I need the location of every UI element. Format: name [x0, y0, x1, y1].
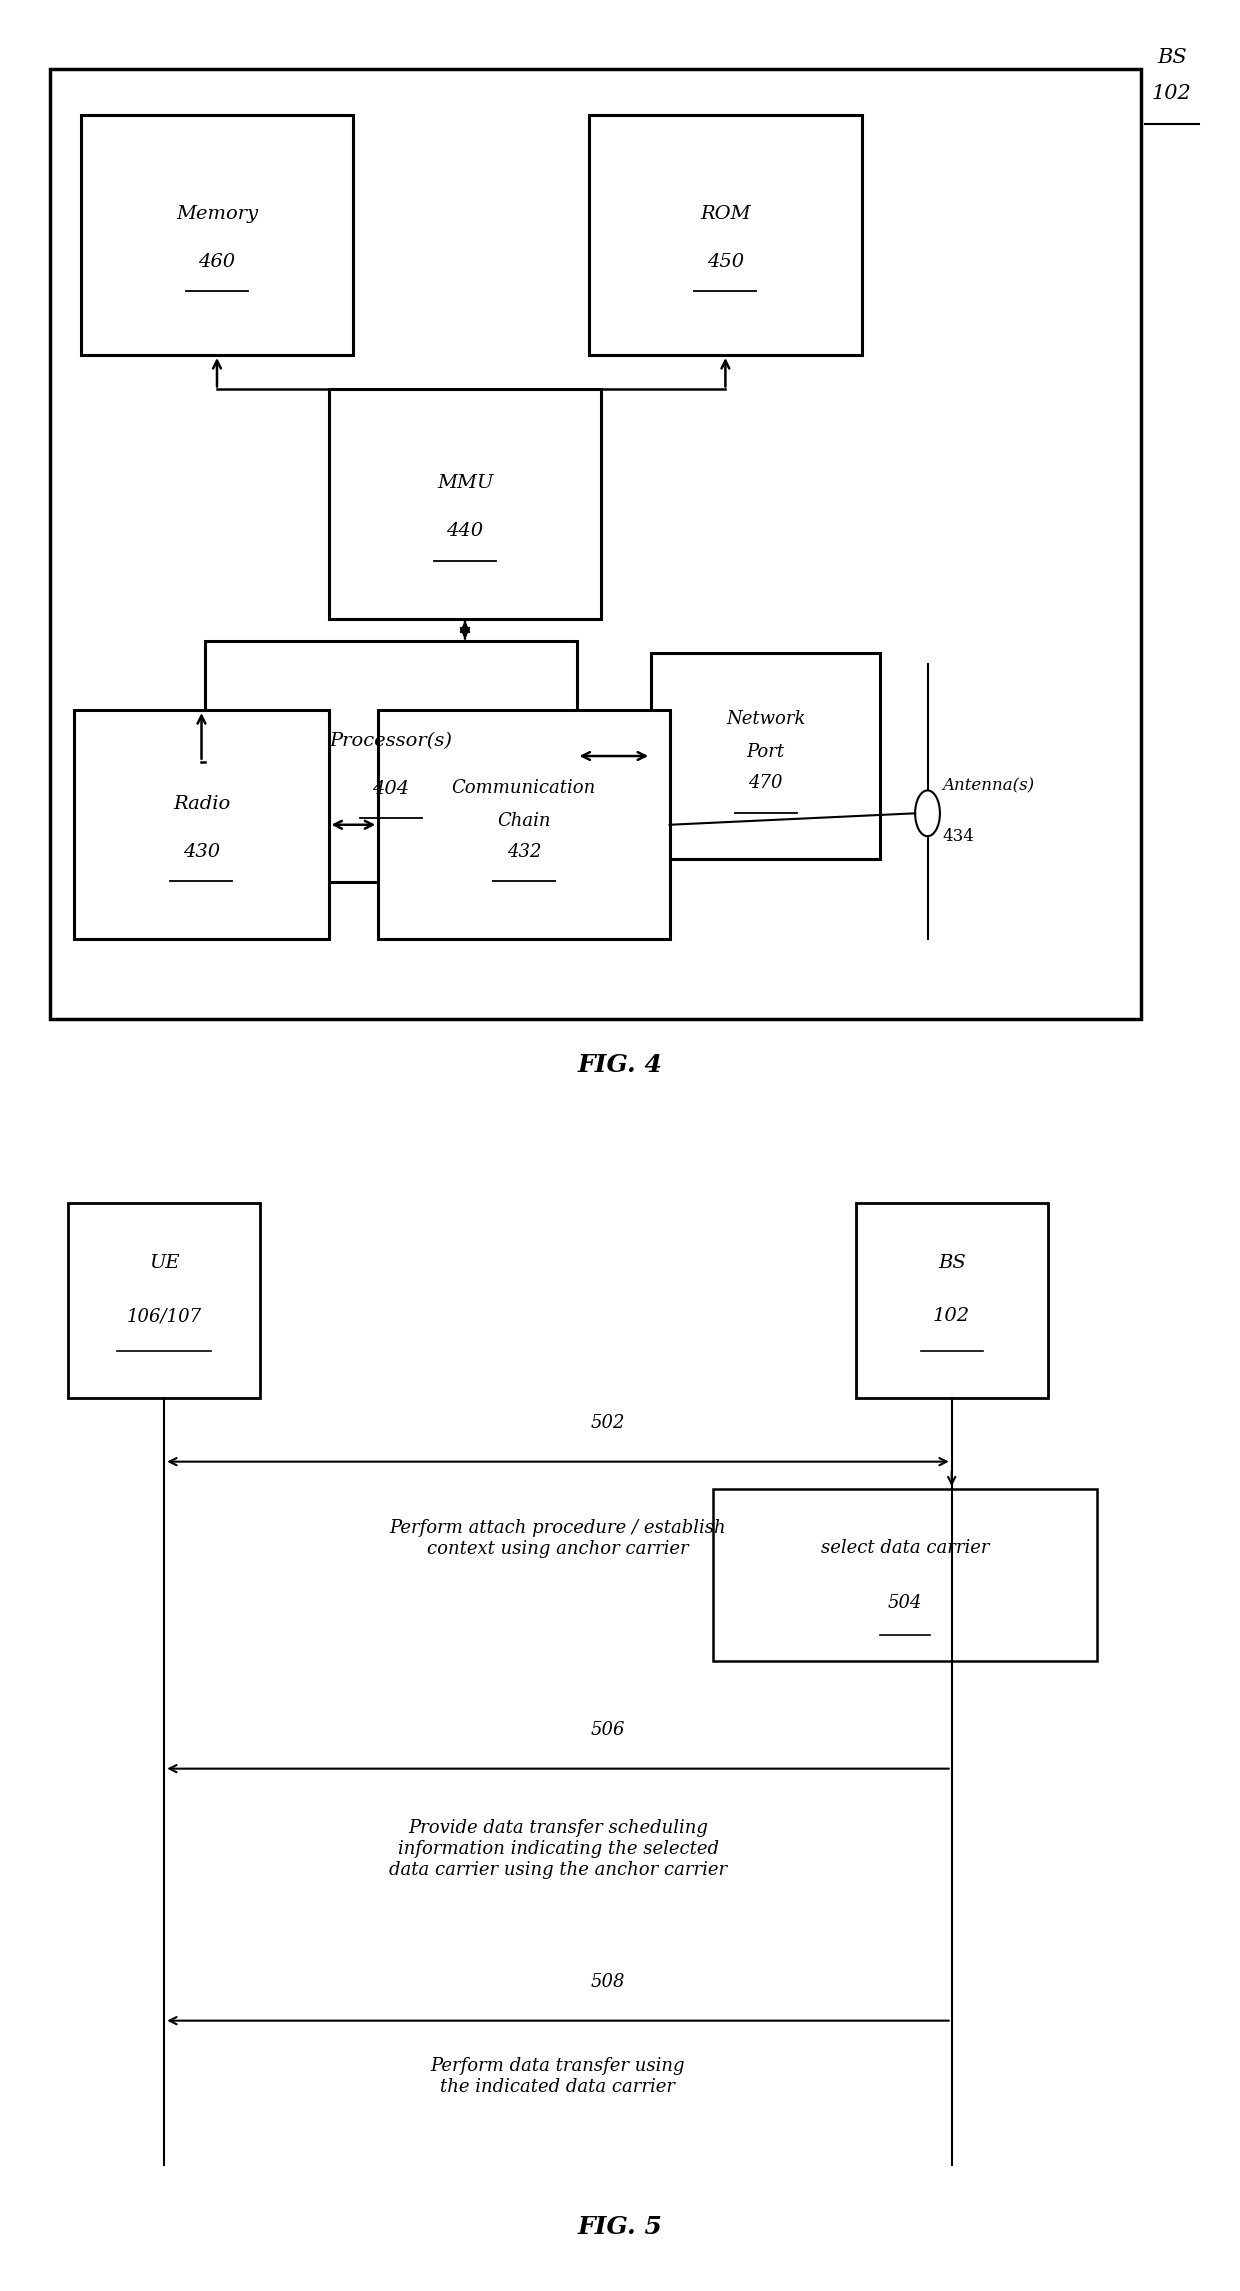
- Bar: [378, 710, 670, 939]
- Text: 440: 440: [446, 522, 484, 541]
- Text: Processor(s): Processor(s): [329, 733, 453, 749]
- Bar: [713, 1489, 1097, 1661]
- Bar: [329, 389, 601, 619]
- Text: Perform attach procedure / establish
context using anchor carrier: Perform attach procedure / establish con…: [389, 1519, 727, 1558]
- Text: Network: Network: [725, 710, 806, 729]
- Bar: [81, 115, 353, 355]
- Text: 502: 502: [590, 1414, 625, 1432]
- Text: Radio: Radio: [172, 795, 231, 813]
- Text: Provide data transfer scheduling
information indicating the selected
data carrie: Provide data transfer scheduling informa…: [389, 1819, 727, 1879]
- Text: 506: 506: [590, 1721, 625, 1739]
- Text: Communication: Communication: [451, 779, 596, 797]
- Bar: [856, 1203, 1048, 1398]
- Text: Antenna(s): Antenna(s): [942, 777, 1034, 795]
- Text: UE: UE: [149, 1255, 180, 1272]
- Bar: [68, 1203, 260, 1398]
- Text: 102: 102: [1152, 85, 1192, 103]
- Text: BS: BS: [1157, 48, 1187, 66]
- Text: Chain: Chain: [497, 811, 551, 829]
- Bar: [50, 69, 1141, 1019]
- Text: ROM: ROM: [701, 206, 750, 222]
- Bar: [589, 115, 862, 355]
- Text: 460: 460: [198, 252, 236, 270]
- Text: 102: 102: [934, 1308, 970, 1324]
- Text: 432: 432: [507, 843, 541, 861]
- Text: 434: 434: [942, 827, 975, 845]
- Text: select data carrier: select data carrier: [821, 1540, 990, 1556]
- Bar: [205, 641, 577, 882]
- Bar: [74, 710, 329, 939]
- Text: Port: Port: [746, 742, 785, 761]
- Text: MMU: MMU: [436, 474, 494, 493]
- Text: Perform data transfer using
the indicated data carrier: Perform data transfer using the indicate…: [430, 2057, 686, 2096]
- Text: 404: 404: [372, 779, 409, 797]
- Text: 450: 450: [707, 252, 744, 270]
- Text: 430: 430: [184, 843, 219, 861]
- Text: FIG. 4: FIG. 4: [578, 1054, 662, 1077]
- Text: 470: 470: [749, 774, 782, 793]
- Bar: [651, 653, 880, 859]
- Text: 106/107: 106/107: [126, 1308, 202, 1324]
- Text: 504: 504: [888, 1595, 923, 1611]
- Text: Memory: Memory: [176, 206, 258, 222]
- Text: FIG. 5: FIG. 5: [578, 2215, 662, 2238]
- Text: BS: BS: [937, 1255, 966, 1272]
- Text: 508: 508: [590, 1973, 625, 1991]
